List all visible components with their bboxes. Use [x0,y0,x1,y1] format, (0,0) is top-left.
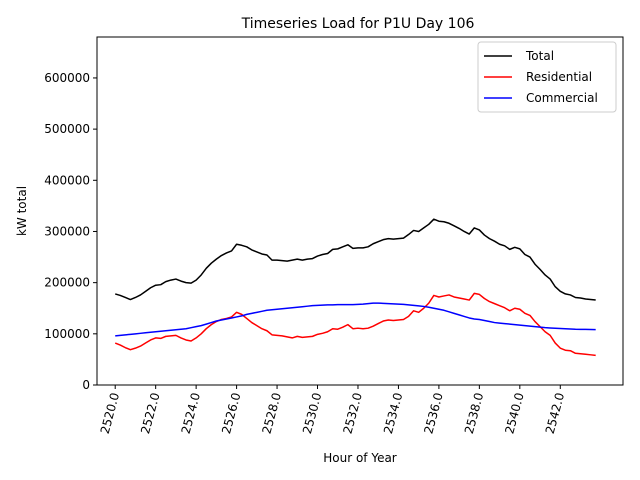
y-tick-label: 200000 [44,276,90,290]
legend-label-commercial: Commercial [526,91,598,105]
legend-label-total: Total [525,49,554,63]
y-axis-label: kW total [15,186,29,236]
legend-label-residential: Residential [526,70,592,84]
y-tick-label: 400000 [44,173,90,187]
series-line-residential [114,292,596,357]
series-line-total [114,218,596,301]
y-tick-label: 600000 [44,71,90,85]
y-tick-label: 500000 [44,122,90,136]
series-layer [114,218,596,357]
y-tick-label: 100000 [44,327,90,341]
y-tick-label: 0 [82,378,90,392]
legend: Total Residential Commercial [477,41,617,113]
series-line-commercial [115,302,596,337]
y-tick-label: 300000 [44,224,90,238]
plot-frame [96,36,624,386]
x-axis-label: Hour of Year [323,451,397,465]
legend-box [477,41,617,113]
y-axis: 0 100000 200000 300000 400000 500000 600000 [44,71,97,392]
chart-title: Timeseries Load for P1U Day 106 [241,16,475,32]
